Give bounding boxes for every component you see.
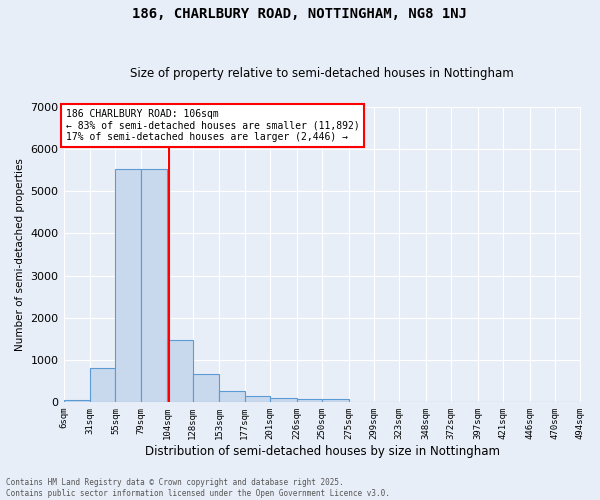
Bar: [141, 169, 167, 402]
Bar: [167, 340, 193, 402]
Bar: [90, 368, 115, 402]
Bar: [322, 399, 349, 402]
Text: Contains HM Land Registry data © Crown copyright and database right 2025.
Contai: Contains HM Land Registry data © Crown c…: [6, 478, 390, 498]
Bar: [64, 400, 90, 402]
Y-axis label: Number of semi-detached properties: Number of semi-detached properties: [15, 158, 25, 351]
Bar: [270, 398, 296, 402]
Bar: [219, 390, 245, 402]
Bar: [296, 399, 322, 402]
Text: 186, CHARLBURY ROAD, NOTTINGHAM, NG8 1NJ: 186, CHARLBURY ROAD, NOTTINGHAM, NG8 1NJ: [133, 8, 467, 22]
Title: Size of property relative to semi-detached houses in Nottingham: Size of property relative to semi-detach…: [130, 66, 514, 80]
Bar: [245, 396, 270, 402]
Bar: [193, 374, 219, 402]
X-axis label: Distribution of semi-detached houses by size in Nottingham: Distribution of semi-detached houses by …: [145, 444, 500, 458]
Bar: [115, 169, 141, 402]
Text: 186 CHARLBURY ROAD: 106sqm
← 83% of semi-detached houses are smaller (11,892)
17: 186 CHARLBURY ROAD: 106sqm ← 83% of semi…: [65, 109, 359, 142]
